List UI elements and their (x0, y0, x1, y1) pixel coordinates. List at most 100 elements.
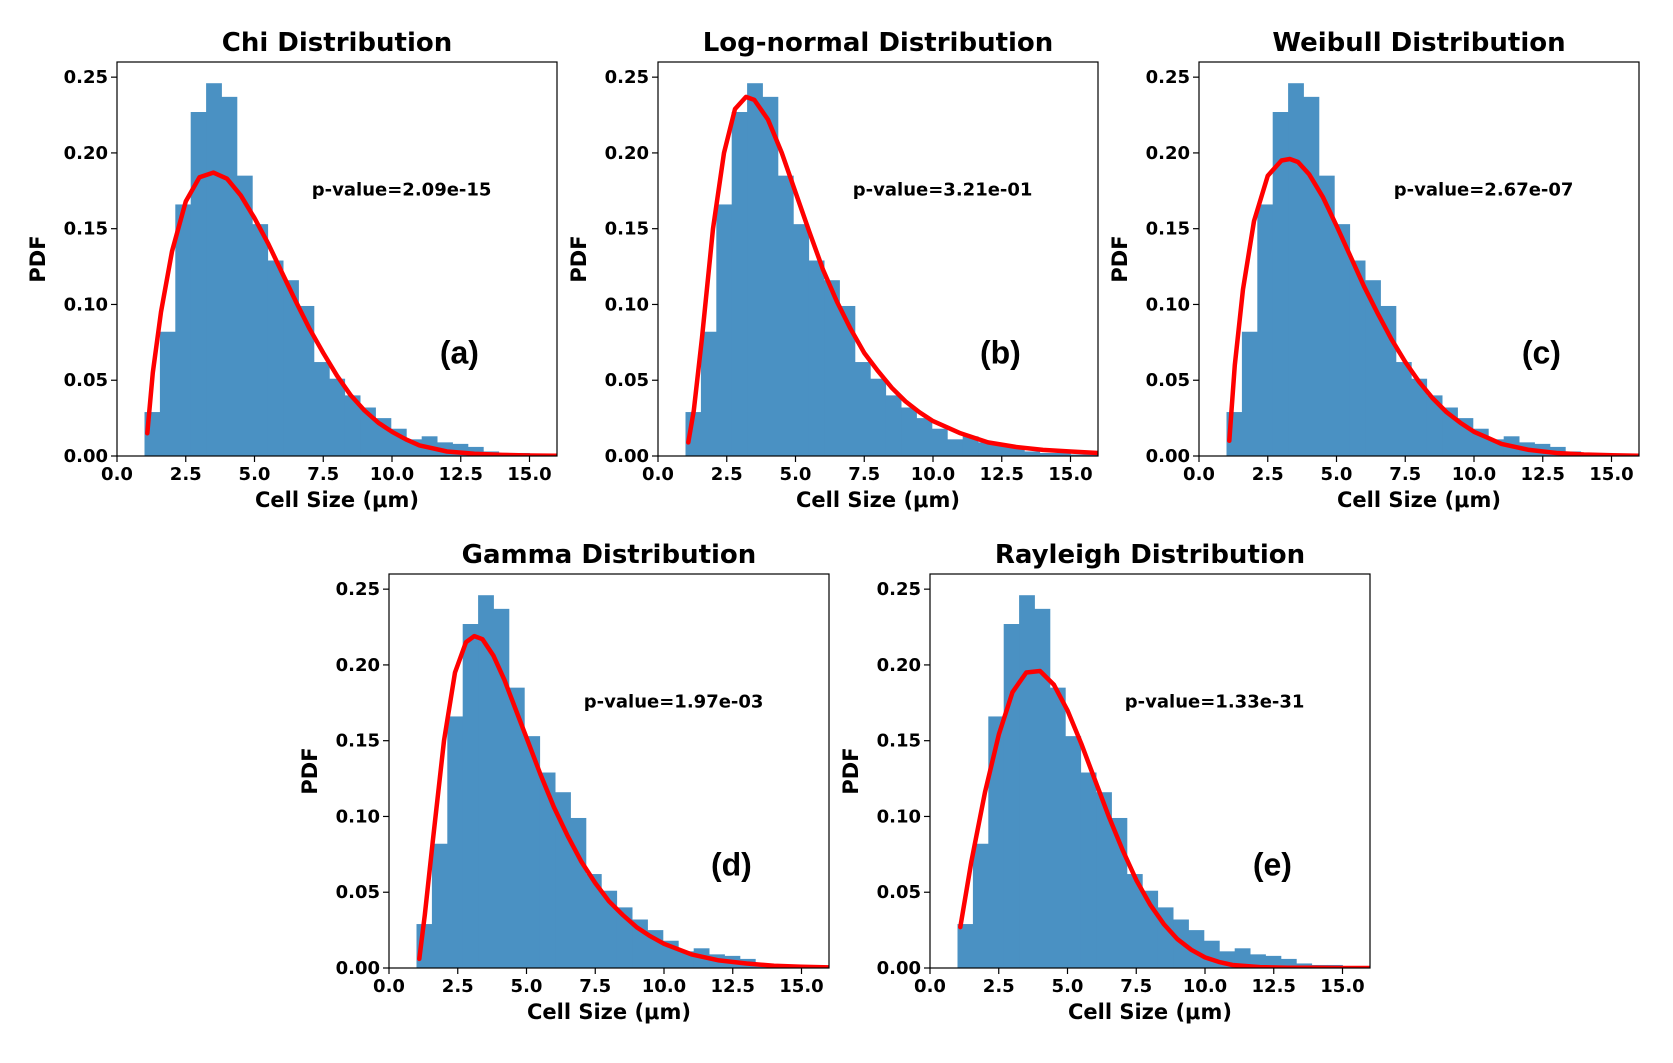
histogram-bar (1280, 958, 1297, 968)
histogram-bar (972, 843, 989, 968)
histogram-bar (777, 175, 794, 456)
x-tick-label: 10.0 (1183, 976, 1227, 997)
y-tick-label: 0.00 (1146, 446, 1190, 467)
y-axis-label: PDF (26, 235, 50, 282)
histogram-bar (1126, 874, 1143, 968)
histogram-bar (916, 418, 933, 456)
axes-frame (657, 61, 1099, 457)
y-tick-label: 0.00 (64, 446, 108, 467)
y-tick-label: 0.15 (64, 219, 108, 240)
y-tick-label: 0.25 (877, 579, 921, 600)
x-tick-label: 15.0 (1589, 464, 1633, 485)
histogram-bar (1049, 687, 1066, 968)
histogram-bar (1055, 452, 1071, 456)
x-tick-label: 10.0 (1452, 464, 1496, 485)
p-value-annotation: p-value=2.09e-15 (312, 179, 492, 200)
chart-title: Chi Distribution (222, 28, 453, 58)
histogram-bar (747, 83, 763, 456)
histogram-bar (298, 305, 315, 456)
x-tick-label: 0.0 (914, 976, 946, 997)
y-tick-label: 0.20 (605, 143, 649, 164)
y-tick-label: 0.20 (877, 655, 921, 676)
chart-title: Rayleigh Distribution (995, 540, 1305, 570)
histogram-bar (159, 331, 176, 456)
x-tick-label: 12.5 (711, 976, 755, 997)
histogram-bar (957, 924, 974, 968)
histogram-bar (1395, 362, 1412, 456)
x-axis-label: Cell Size (μm) (1337, 488, 1501, 512)
x-axis-label: Cell Size (μm) (1068, 1000, 1232, 1024)
histogram-bar (1096, 792, 1112, 968)
x-tick-label: 5.0 (780, 464, 812, 485)
histogram-bar (570, 817, 587, 968)
histogram-bar (885, 395, 902, 456)
y-tick-label: 0.15 (1146, 219, 1190, 240)
histogram-bar (1019, 595, 1035, 968)
p-value-annotation: p-value=1.97e-03 (584, 691, 764, 712)
histogram-bar (988, 716, 1005, 968)
histogram-bar (700, 331, 717, 456)
histogram-bar (870, 378, 887, 456)
histogram-bar (206, 83, 222, 456)
histogram-bar (175, 204, 192, 456)
histogram-bar (524, 736, 541, 968)
histogram-bar (978, 442, 994, 456)
y-tick-label: 0.20 (64, 143, 108, 164)
axes-frame (116, 61, 558, 457)
histogram-bar (854, 362, 871, 456)
x-tick-label: 0.0 (642, 464, 674, 485)
x-tick-label: 2.5 (983, 976, 1015, 997)
x-tick-label: 0.0 (1183, 464, 1215, 485)
histogram-bar (1234, 948, 1251, 968)
histogram-bar (1380, 305, 1397, 456)
histogram-bar (508, 687, 525, 968)
histogram-bar (947, 439, 964, 456)
y-tick-label: 0.10 (877, 806, 921, 827)
x-tick-label: 5.0 (1321, 464, 1353, 485)
histogram-bars (957, 595, 1370, 968)
y-tick-label: 0.10 (336, 806, 380, 827)
y-tick-label: 0.25 (64, 67, 108, 88)
panel-label: (b) (980, 335, 1021, 371)
histogram-bar (1070, 454, 1087, 456)
x-tick-label: 15.0 (1320, 976, 1364, 997)
histogram-bar (1257, 204, 1274, 456)
x-tick-label: 10.0 (911, 464, 955, 485)
histogram-bar (1426, 395, 1443, 456)
chart-title: Log-normal Distribution (703, 28, 1054, 58)
axes-frame (1198, 61, 1640, 457)
chart-title: Gamma Distribution (462, 540, 757, 570)
axes-frame (388, 573, 830, 969)
histogram-bar (901, 407, 917, 456)
y-tick-label: 0.10 (64, 294, 108, 315)
histogram-bar (1003, 624, 1020, 968)
histogram-bar (1411, 378, 1428, 456)
y-tick-label: 0.05 (877, 882, 921, 903)
y-axis-label: PDF (567, 235, 591, 282)
chart-panel-2: 0.0 2.5 5.0 7.5 10.0 12.5 15.0 0.00 0.05 0.10 0.15… (1108, 28, 1640, 512)
x-tick-label: 7.5 (848, 464, 880, 485)
histogram-bar (1303, 96, 1320, 456)
x-tick-label: 15.0 (779, 976, 823, 997)
histogram-bar (329, 378, 346, 456)
histogram-bar (1365, 280, 1381, 456)
histogram-bars (1226, 83, 1639, 456)
histogram-bar (1034, 608, 1051, 968)
histogram-bar (1024, 451, 1041, 456)
histogram-bar (190, 112, 207, 456)
histogram-bar (1334, 224, 1351, 456)
histogram-bar (1241, 331, 1258, 456)
y-tick-label: 0.15 (605, 219, 649, 240)
fit-curve (686, 94, 1098, 456)
x-tick-label: 2.5 (711, 464, 743, 485)
x-axis-label: Cell Size (μm) (255, 488, 419, 512)
panel-label: (c) (1522, 335, 1561, 371)
histogram-bars (685, 83, 1098, 456)
x-tick-label: 5.0 (1052, 976, 1084, 997)
chart-title: Weibull Distribution (1272, 28, 1565, 58)
x-tick-label: 12.5 (439, 464, 483, 485)
x-tick-label: 7.5 (1389, 464, 1421, 485)
p-value-annotation: p-value=1.33e-31 (1125, 691, 1305, 712)
y-tick-label: 0.05 (1146, 370, 1190, 391)
histogram-bar (731, 112, 748, 456)
